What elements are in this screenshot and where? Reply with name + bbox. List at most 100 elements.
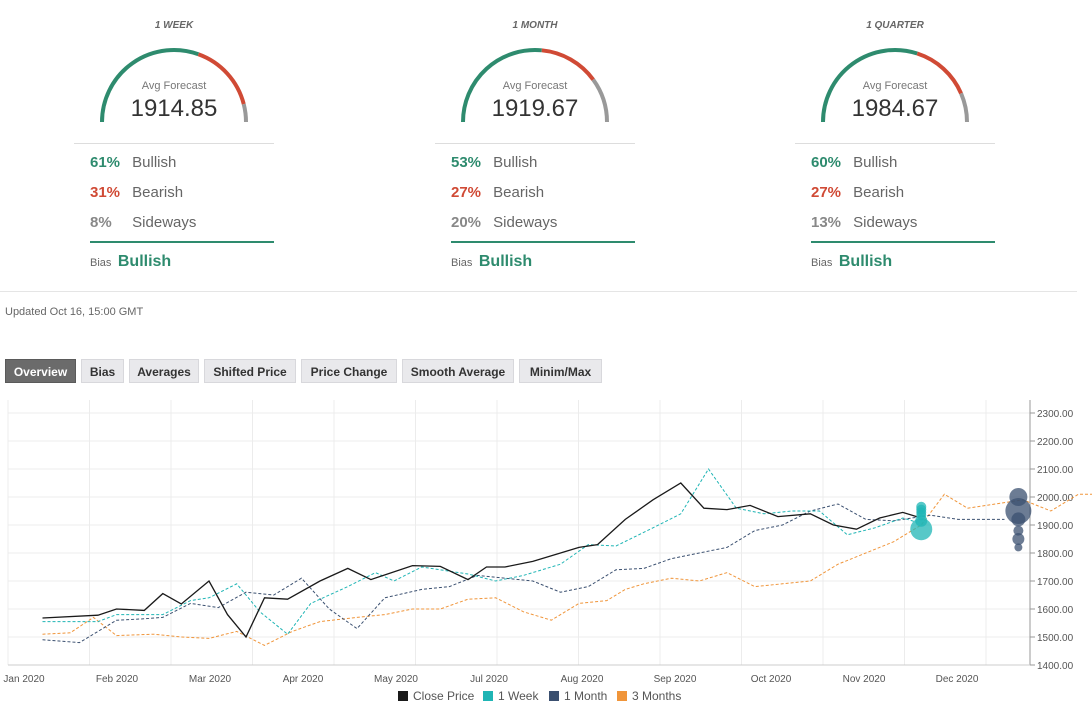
x-tick-label: Mar 2020 (189, 674, 232, 685)
bullish-row: 60% Bullish (811, 154, 897, 171)
y-tick-label: 1900.00 (1037, 521, 1074, 532)
tab-smooth-average[interactable]: Smooth Average (402, 359, 514, 383)
sideways-percent: 13% (811, 214, 842, 231)
series-line-1-week (42, 468, 917, 635)
sideways-label: Sideways (853, 214, 918, 231)
gauge-caption: Avg Forecast (862, 80, 928, 92)
series-line-1-month (42, 503, 1005, 644)
tab-price-change[interactable]: Price Change (301, 359, 397, 383)
sideways-row: 8% Sideways (90, 214, 196, 231)
bullish-label: Bullish (132, 154, 177, 171)
sideways-row: 20% Sideways (451, 214, 557, 231)
bias-label: Bias (451, 257, 473, 269)
x-tick-label: Aug 2020 (561, 674, 604, 685)
gauge-arc (461, 48, 609, 123)
gauge-average-value: 1984.67 (851, 95, 939, 122)
bias-underline (451, 241, 635, 243)
forecast-dot-1-week (910, 518, 933, 541)
legend-label: 1 Week (498, 689, 539, 703)
y-tick-label: 2100.00 (1037, 465, 1074, 476)
legend-label: 3 Months (632, 689, 681, 703)
bullish-arc-segment (100, 48, 200, 123)
bearish-arc-segment (197, 52, 246, 105)
forecast-dot-1-week (916, 501, 927, 512)
forecast-dot-1-month (1014, 543, 1023, 552)
tab-overview[interactable]: Overview (5, 359, 76, 383)
legend-swatch (483, 691, 493, 701)
tab-bias[interactable]: Bias (81, 359, 124, 383)
gauge-caption: Avg Forecast (502, 80, 568, 92)
bearish-row: 27% Bearish (811, 184, 904, 201)
forecast-dot-1-month (1005, 498, 1032, 524)
bullish-label: Bullish (493, 154, 538, 171)
tab-shifted-price[interactable]: Shifted Price (204, 359, 296, 383)
bias-indicator: Bias Bullish (451, 253, 532, 271)
y-tick-label: 2200.00 (1037, 437, 1074, 448)
bias-underline (811, 241, 995, 243)
bias-value: Bullish (478, 253, 533, 270)
bearish-arc-segment (541, 48, 595, 81)
section-divider (0, 291, 1077, 292)
bias-label: Bias (90, 257, 112, 269)
bias-value: Bullish (117, 253, 172, 270)
legend-swatch (549, 691, 559, 701)
y-tick-label: 1500.00 (1037, 633, 1074, 644)
sideways-percent: 8% (90, 214, 112, 231)
gauge-period-title: 1 MONTH (512, 20, 558, 31)
forecast-dot-1-month (1012, 533, 1025, 545)
forecast-chart: 2300.00 2200.00 2100.00 2000.00 1900.00 1800.… (3, 400, 1092, 703)
forecast-dot-1-month (1013, 525, 1024, 536)
x-tick-label: Nov 2020 (843, 674, 886, 685)
y-tick-label: 2300.00 (1037, 409, 1074, 420)
x-tick-label: Apr 2020 (283, 674, 324, 685)
legend-swatch (398, 691, 408, 701)
bullish-arc-segment (821, 48, 918, 123)
forecast-gauge-panel: 1 WEEK Avg Forecast 1914.85 61% Bullish … (74, 0, 274, 290)
sideways-label: Sideways (132, 214, 197, 231)
bearish-label: Bearish (493, 184, 545, 201)
bearish-row: 31% Bearish (90, 184, 183, 201)
legend-swatch (617, 691, 627, 701)
x-tick-label: May 2020 (374, 674, 418, 685)
legend-label: Close Price (413, 689, 475, 703)
bearish-label: Bearish (132, 184, 184, 201)
bullish-arc-segment (461, 48, 542, 123)
legend-label: 1 Month (564, 689, 607, 703)
sideways-arc-segment (241, 103, 248, 123)
series-line-close-price (42, 482, 917, 639)
sideways-arc-segment (591, 78, 609, 123)
sideways-label: Sideways (493, 214, 558, 231)
x-tick-label: Sep 2020 (654, 674, 697, 685)
y-tick-label: 1600.00 (1037, 605, 1074, 616)
bullish-row: 61% Bullish (90, 154, 176, 171)
tab-averages[interactable]: Averages (129, 359, 199, 383)
x-tick-label: Jan 2020 (3, 674, 45, 685)
gauge-average-value: 1914.85 (130, 95, 218, 122)
x-tick-label: Jul 2020 (470, 674, 508, 685)
forecast-dot-1-month (1009, 488, 1028, 506)
bearish-percent: 31% (90, 184, 121, 201)
gauge-caption: Avg Forecast (141, 80, 207, 92)
bearish-label: Bearish (853, 184, 905, 201)
bearish-row: 27% Bearish (451, 184, 544, 201)
bullish-percent: 53% (451, 154, 482, 171)
gauge-period-title: 1 WEEK (154, 20, 194, 31)
bullish-percent: 61% (90, 154, 121, 171)
bias-indicator: Bias Bullish (811, 253, 892, 271)
forecast-gauge-panel: 1 QUARTER Avg Forecast 1984.67 60% Bulli… (795, 0, 995, 290)
bias-label: Bias (811, 257, 833, 269)
tab-minim-max[interactable]: Minim/Max (519, 359, 602, 383)
forecast-gauge-panel: 1 MONTH Avg Forecast 1919.67 53% Bullish… (435, 0, 635, 290)
bullish-label: Bullish (853, 154, 898, 171)
x-tick-label: Dec 2020 (936, 674, 979, 685)
gauge-arc (821, 48, 969, 123)
bullish-row: 53% Bullish (451, 154, 537, 171)
sideways-arc-segment (959, 92, 969, 123)
x-tick-label: Oct 2020 (751, 674, 792, 685)
y-tick-label: 1400.00 (1037, 661, 1074, 672)
bearish-percent: 27% (451, 184, 482, 201)
sideways-percent: 20% (451, 214, 482, 231)
bearish-arc-segment (916, 51, 963, 95)
gauge-divider (74, 143, 274, 144)
y-tick-label: 1700.00 (1037, 577, 1074, 588)
